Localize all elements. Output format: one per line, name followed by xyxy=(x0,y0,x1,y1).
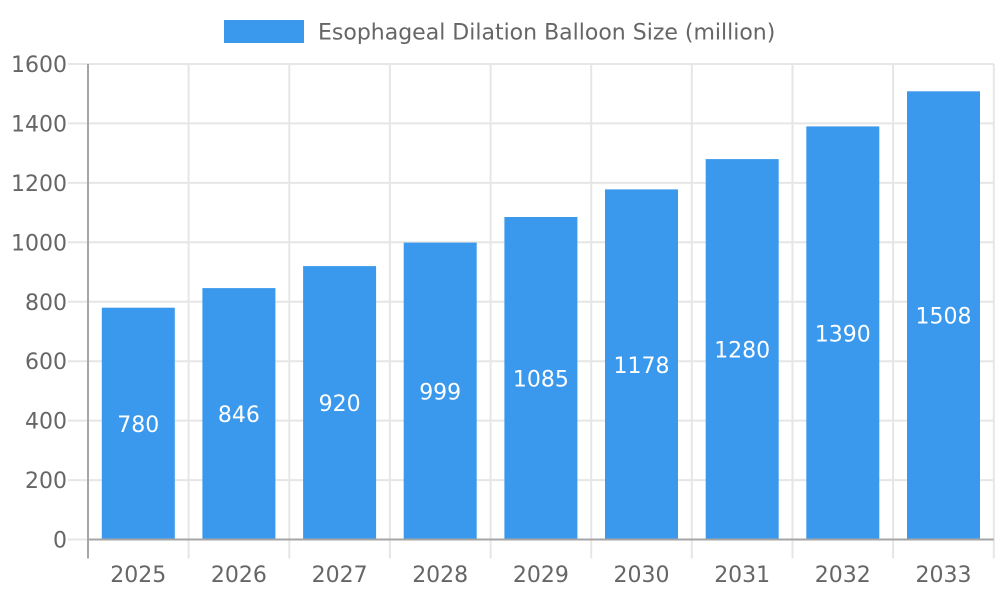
svg-text:2026: 2026 xyxy=(211,563,267,588)
svg-text:846: 846 xyxy=(218,403,260,428)
svg-text:1600: 1600 xyxy=(11,53,67,78)
svg-text:1178: 1178 xyxy=(614,354,670,379)
svg-text:920: 920 xyxy=(319,392,361,417)
svg-text:2030: 2030 xyxy=(614,563,670,588)
svg-text:1000: 1000 xyxy=(11,231,67,256)
svg-text:780: 780 xyxy=(117,413,159,438)
svg-text:999: 999 xyxy=(419,380,461,405)
svg-text:200: 200 xyxy=(25,469,67,494)
svg-text:1280: 1280 xyxy=(714,339,770,364)
svg-text:400: 400 xyxy=(25,410,67,435)
svg-text:800: 800 xyxy=(25,291,67,316)
svg-text:Esophageal Dilation Balloon Si: Esophageal Dilation Balloon Size (millio… xyxy=(318,20,775,45)
svg-text:1085: 1085 xyxy=(513,368,569,393)
svg-text:2033: 2033 xyxy=(916,563,972,588)
svg-text:0: 0 xyxy=(53,529,67,554)
svg-text:2028: 2028 xyxy=(412,563,468,588)
svg-text:2025: 2025 xyxy=(110,563,166,588)
svg-text:600: 600 xyxy=(25,350,67,375)
svg-text:2031: 2031 xyxy=(714,563,770,588)
svg-text:1400: 1400 xyxy=(11,112,67,137)
svg-text:2027: 2027 xyxy=(312,563,368,588)
svg-text:1390: 1390 xyxy=(815,322,871,347)
svg-text:2032: 2032 xyxy=(815,563,871,588)
svg-text:1508: 1508 xyxy=(916,305,972,330)
svg-text:2029: 2029 xyxy=(513,563,569,588)
svg-text:1200: 1200 xyxy=(11,172,67,197)
